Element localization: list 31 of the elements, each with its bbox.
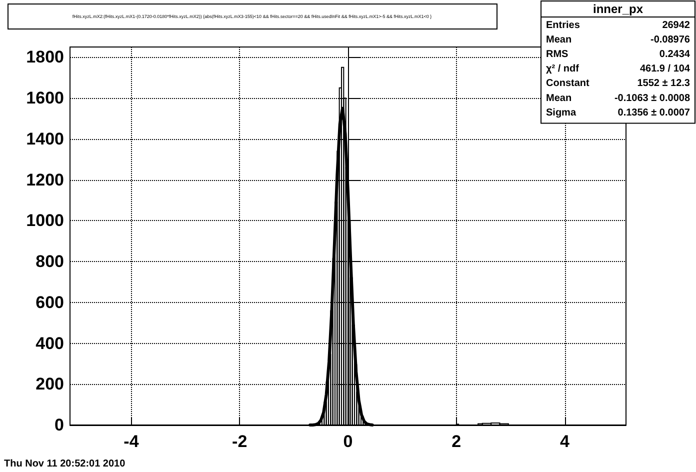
text: 461.9 / 104 xyxy=(640,64,690,75)
text: Entries xyxy=(546,20,580,31)
x-tick-label: -2 xyxy=(232,432,248,451)
y-tick-label: 1000 xyxy=(26,211,64,230)
text: -0.08976 xyxy=(650,34,690,46)
y-tick-label: 600 xyxy=(36,292,64,312)
x-tick-label: 2 xyxy=(452,432,462,451)
annotation: χ² / ndf xyxy=(546,64,580,75)
y-tick-label: 1800 xyxy=(26,48,64,67)
text: inner_px xyxy=(592,2,644,16)
text: Mean xyxy=(546,34,572,46)
text: Thu Nov 11 20:52:01 2010 xyxy=(4,458,126,470)
annotation: 0.1356 ± 0.0007 xyxy=(618,107,690,118)
y-tick-label: 0 xyxy=(54,416,64,434)
text: 0.2434 xyxy=(659,49,690,60)
y-tick-label: 1600 xyxy=(26,88,64,108)
annotation: RMS xyxy=(546,49,569,60)
text: 1552 ± 12.3 xyxy=(637,78,690,90)
y-tick-label: 400 xyxy=(36,334,64,353)
text: 26942 xyxy=(662,20,690,31)
y-tick-label: 800 xyxy=(36,252,64,272)
y-tick-label: 1400 xyxy=(26,129,64,148)
y-tick-label: 1200 xyxy=(26,170,64,190)
x-tick-label: -4 xyxy=(124,432,140,451)
annotation: Mean xyxy=(546,92,572,104)
y-tick-label: 200 xyxy=(36,374,64,394)
annotation: -0.1063 ± 0.0008 xyxy=(614,92,690,104)
annotation: Constant xyxy=(546,78,590,90)
x-tick-label: 0 xyxy=(343,432,353,451)
x-tick-label: 4 xyxy=(560,432,570,451)
annotation: Sigma xyxy=(546,107,576,118)
